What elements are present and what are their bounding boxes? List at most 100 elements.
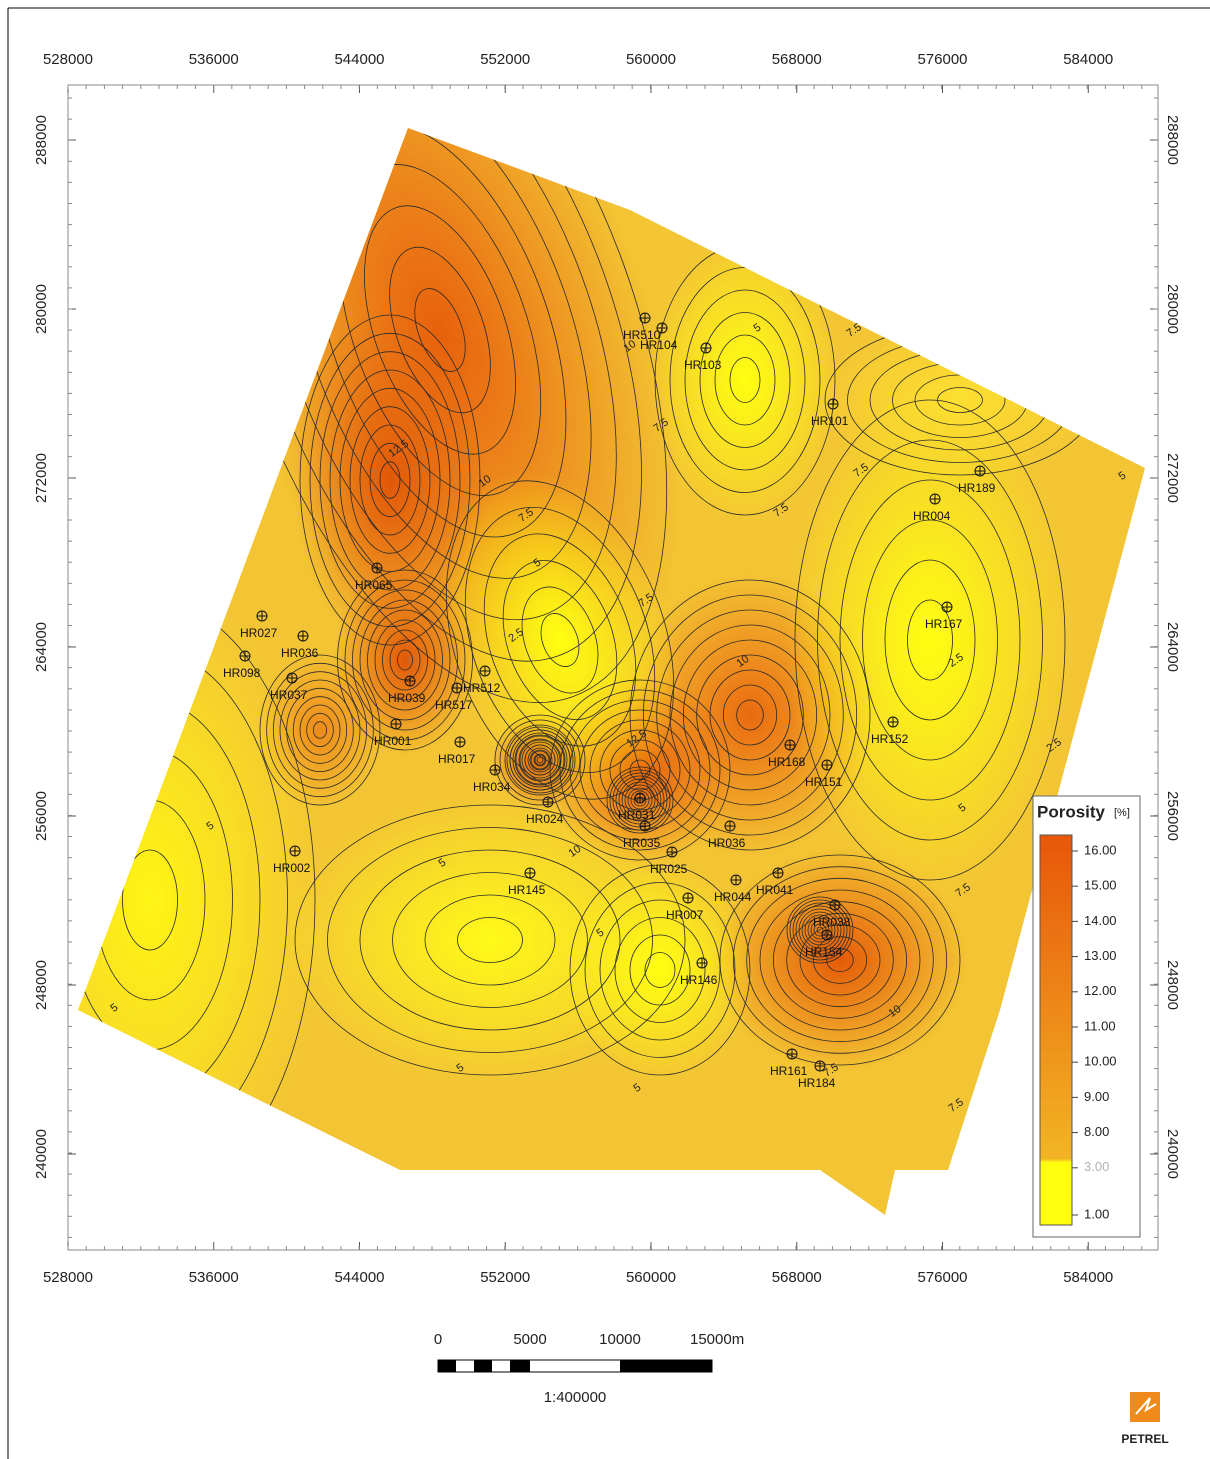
contour-line — [313, 128, 567, 538]
x-tick-label-top: 560000 — [626, 51, 676, 68]
contour-line — [397, 649, 413, 671]
contour-line — [515, 735, 565, 785]
contour-line — [817, 439, 1043, 841]
well-label: HR510 — [623, 328, 661, 342]
contour-line — [344, 579, 466, 741]
well-label: HR146 — [680, 973, 718, 987]
contour-line — [521, 586, 599, 694]
well-label: HR001 — [374, 734, 412, 748]
contour-line — [630, 790, 650, 810]
x-tick-label-top: 568000 — [772, 51, 822, 68]
contour-line — [746, 877, 934, 1043]
x-tick-label-bottom: 544000 — [334, 1269, 384, 1286]
contour-line — [714, 334, 776, 426]
contour-line — [512, 732, 568, 788]
y-tick-label-left: 248000 — [33, 960, 50, 1010]
contour-line — [514, 734, 566, 786]
contour-line — [627, 787, 653, 813]
contour-line — [464, 506, 656, 774]
contour-line — [367, 609, 443, 711]
contours — [78, 128, 1096, 1201]
x-tick-label-top: 536000 — [189, 51, 239, 68]
contour-label: 5 — [455, 1061, 467, 1074]
contour-line — [359, 424, 421, 536]
contour-line — [319, 351, 461, 609]
x-tick-label-bottom: 584000 — [1063, 1269, 1113, 1286]
y-tick-label-left: 280000 — [33, 284, 50, 334]
well-label: HR151 — [805, 775, 843, 789]
contour-label: 5 — [532, 556, 544, 569]
scale-seg — [474, 1360, 492, 1372]
contour-line — [798, 908, 842, 952]
contour-label: 10 — [887, 1003, 904, 1020]
legend-tick-label: 9.00 — [1084, 1089, 1109, 1104]
contour-label: 5 — [595, 926, 607, 939]
contour-line — [294, 804, 686, 1076]
scale-label: 15000m — [690, 1331, 744, 1348]
contour-line — [669, 624, 831, 806]
y-tick-label-right: 264000 — [1164, 622, 1181, 672]
well-label: HR007 — [666, 908, 704, 922]
contour-line — [288, 128, 592, 579]
well-label: HR098 — [223, 666, 261, 680]
contour-line — [699, 312, 791, 448]
porosity-surface — [78, 128, 1145, 1215]
surface-patch — [816, 320, 1104, 480]
contour-line — [772, 901, 908, 1019]
contour-line — [614, 917, 706, 1023]
contour-line — [502, 560, 618, 720]
scale-seg — [510, 1360, 530, 1372]
surface-patch — [294, 304, 486, 656]
x-tick-label-bottom: 536000 — [189, 1269, 239, 1286]
contour-line — [599, 899, 721, 1041]
x-tick-label-bottom: 528000 — [43, 1269, 93, 1286]
legend-color-bar — [1039, 834, 1073, 1226]
contour-line — [337, 569, 473, 751]
contour-line — [682, 639, 818, 791]
scale-label: 5000 — [513, 1331, 546, 1348]
contour-label: 10 — [567, 843, 584, 860]
contour-line — [374, 619, 436, 701]
contour-line — [629, 579, 871, 851]
y-tick-label-right: 240000 — [1164, 1129, 1181, 1179]
contour-line — [524, 744, 556, 776]
contour-line — [509, 729, 571, 791]
contour-line — [621, 781, 659, 819]
well-label: HR161 — [770, 1064, 808, 1078]
legend-title: Porosity — [1037, 802, 1106, 821]
contour-line — [884, 559, 976, 721]
contour-line — [327, 827, 653, 1053]
contour-line — [799, 924, 881, 996]
contour-line — [279, 679, 361, 781]
contour-line — [786, 912, 894, 1008]
well-label: HR041 — [756, 883, 794, 897]
y-tick-label-right: 256000 — [1164, 791, 1181, 841]
well-label: HR044 — [714, 890, 752, 904]
y-tick-label-left: 272000 — [33, 453, 50, 503]
contour-line — [584, 882, 736, 1058]
x-tick-label-top: 576000 — [917, 51, 967, 68]
contour-line — [529, 749, 551, 771]
contour-line — [312, 721, 328, 739]
contour-line — [266, 662, 374, 798]
contour-line — [292, 696, 348, 764]
contour-line — [536, 756, 544, 764]
well-label: HR039 — [388, 691, 426, 705]
legend-tick-label: 8.00 — [1084, 1124, 1109, 1139]
y-tick-label-left: 240000 — [33, 1129, 50, 1179]
contour-label: 5 — [205, 819, 217, 832]
contour-line — [389, 246, 491, 414]
scale-ratio: 1:400000 — [544, 1389, 607, 1406]
x-tick-label-top: 544000 — [334, 51, 384, 68]
contour-line — [414, 288, 466, 372]
legend-unit: [%] — [1114, 807, 1130, 819]
contour-line — [736, 699, 764, 731]
legend-tick-label: 13.00 — [1084, 948, 1117, 963]
contour-line — [789, 899, 851, 961]
logo-icon — [1130, 1392, 1160, 1422]
contour-line — [309, 332, 471, 628]
surface-patch — [649, 236, 841, 524]
contour-line — [792, 902, 848, 958]
legend-tick-label: 12.00 — [1084, 983, 1117, 998]
